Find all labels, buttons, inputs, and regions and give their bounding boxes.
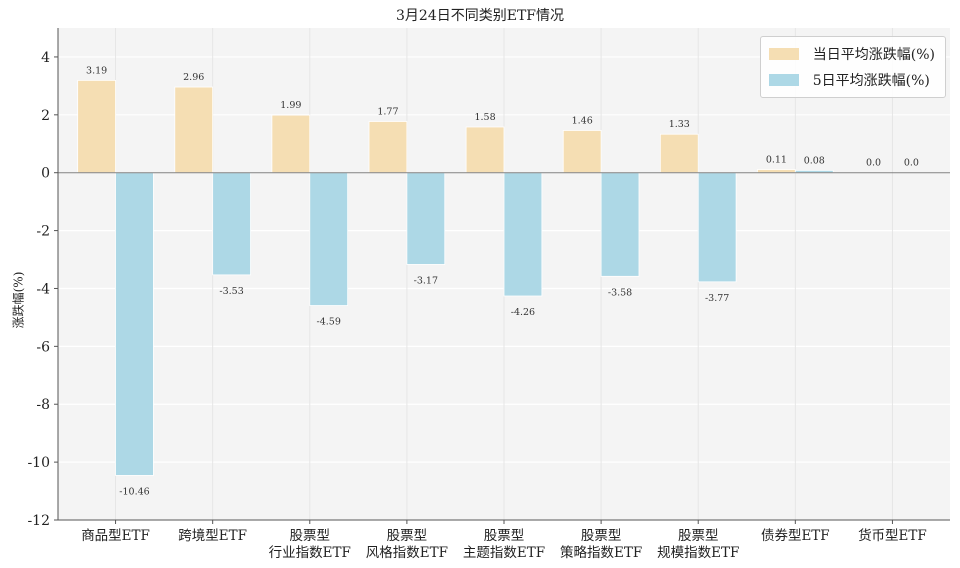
x-tick-label-line: 策略指数ETF (560, 544, 642, 561)
x-tick-label-line: 股票型 (290, 528, 331, 544)
y-tick-label: -4 (36, 281, 50, 297)
bar-daily (368, 121, 408, 174)
data-label-daily: 1.33 (669, 119, 690, 130)
data-label-daily: 0.11 (766, 155, 787, 166)
x-tick-label-line: 股票型 (387, 528, 428, 544)
data-label-daily: 1.99 (280, 100, 301, 111)
bar-5day (115, 172, 154, 476)
data-label-daily: 3.19 (86, 65, 107, 76)
y-tick-label: 2 (41, 108, 50, 124)
data-label-daily: 1.77 (377, 106, 398, 117)
bar-5day (406, 172, 446, 265)
bar-daily (465, 126, 505, 174)
y-tick-label: -6 (36, 339, 50, 355)
x-tick-label-line: 股票型 (581, 528, 622, 544)
bar-daily (77, 79, 116, 174)
x-tick-label-line: 行业指数ETF (269, 545, 351, 561)
x-tick-label-line: 跨境型ETF (178, 528, 247, 544)
x-tick-label-line: 股票型 (484, 528, 525, 544)
x-tick-label-line: 债券型ETF (761, 528, 830, 544)
legend-item-5day: 5日平均涨跌幅(%) (768, 67, 935, 93)
legend-swatch-5day (768, 74, 799, 86)
bar-5day (697, 172, 737, 283)
x-tick-label: 跨境型ETF (178, 528, 247, 544)
chart-title: 3月24日不同类别ETF情况 (396, 8, 564, 24)
bar-5day (212, 172, 251, 276)
data-label-daily: 1.58 (474, 112, 495, 123)
x-tick-label-line: 货币型ETF (858, 527, 927, 544)
data-label-5day: -3.17 (414, 275, 438, 286)
bar-5day (600, 172, 640, 277)
x-tick-label: 股票型风格指数ETF (366, 528, 448, 561)
x-tick-label: 股票型行业指数ETF (269, 528, 351, 561)
x-tick-label-line: 商品型ETF (81, 528, 150, 544)
bar-daily (271, 114, 311, 174)
y-tick-label: 0 (41, 166, 50, 182)
data-label-5day: -3.58 (608, 287, 632, 298)
legend-swatch-daily (768, 48, 799, 60)
x-tick-label-line: 规模指数ETF (657, 545, 739, 561)
x-tick-label: 股票型主题指数ETF (463, 528, 545, 561)
data-label-5day: -10.46 (119, 486, 149, 497)
x-tick-label-line: 股票型 (678, 528, 719, 544)
y-tick-label: -8 (36, 397, 50, 413)
legend-label-daily: 当日平均涨跌幅(%) (812, 47, 935, 63)
y-tick-label: 4 (41, 50, 50, 66)
bar-daily (659, 133, 699, 174)
y-tick-label: -12 (27, 513, 50, 529)
data-label-5day: -4.26 (511, 307, 535, 318)
data-label-5day: -3.53 (219, 286, 243, 297)
bar-5day (309, 172, 349, 306)
legend: 当日平均涨跌幅(%) 5日平均涨跌幅(%) (759, 36, 946, 98)
y-tick-label: -10 (27, 455, 50, 471)
data-label-daily: 2.96 (183, 72, 204, 83)
bar-5day (503, 172, 543, 297)
x-tick-label: 债券型ETF (761, 528, 830, 544)
legend-label-5day: 5日平均涨跌幅(%) (812, 73, 930, 89)
data-label-5day: -3.77 (705, 293, 729, 304)
bar-daily (562, 130, 602, 174)
bar-daily (174, 86, 214, 174)
y-tick-label: -2 (36, 224, 50, 240)
x-tick-label-line: 风格指数ETF (366, 545, 448, 561)
x-tick-label-line: 主题指数ETF (463, 545, 545, 561)
x-tick-label: 股票型策略指数ETF (560, 528, 642, 561)
data-label-5day: -4.59 (317, 317, 341, 328)
data-label-5day: 0.08 (804, 155, 825, 166)
x-tick-label: 股票型规模指数ETF (657, 528, 739, 561)
legend-item-daily: 当日平均涨跌幅(%) (768, 41, 935, 67)
data-label-daily: 1.46 (572, 115, 593, 126)
data-label-5day: 0.0 (904, 158, 919, 169)
x-tick-label: 商品型ETF (81, 528, 150, 544)
x-tick-label: 货币型ETF (858, 527, 927, 544)
data-label-daily: 0.0 (866, 158, 881, 169)
